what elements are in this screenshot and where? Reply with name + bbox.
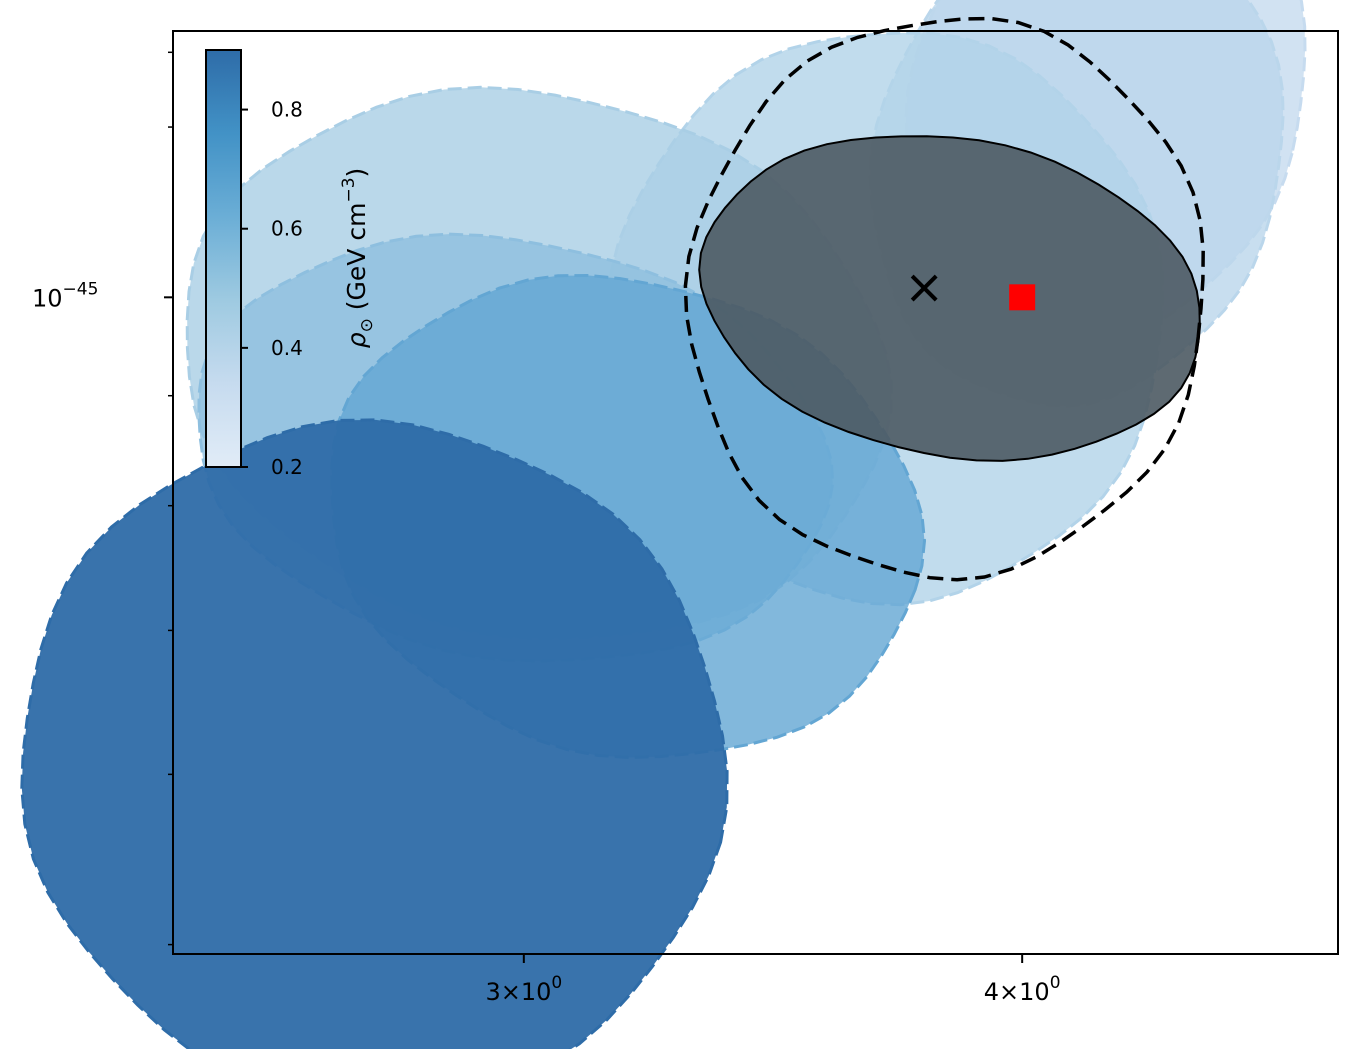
markers-layer [910,274,1036,311]
y-tick-label: 10−45 [32,279,98,312]
colorbar-tick-label: 0.2 [271,455,303,479]
colorbar-label: ρ⊙ (GeV cm−3) [339,168,377,349]
contours-layer [20,0,1307,1049]
x-tick-label: 3×100 [485,973,562,1006]
true-value-square-marker [1009,284,1036,311]
reference-contour [698,135,1201,462]
colorbar: 0.2 0.4 0.6 0.8 ρ⊙ (GeV cm−3) [205,49,377,479]
colorbar-tick-label: 0.8 [271,98,303,122]
best-fit-x-marker [910,274,938,302]
plot-frame [172,30,1339,955]
axes-layer: 3×100 4×100 10−45 [32,30,1339,1006]
contour-rho-0-9 [20,418,729,1049]
colorbar-tick-label: 0.4 [271,336,303,360]
colorbar-tick-label: 0.6 [271,217,303,241]
colorbar-gradient [205,49,242,468]
x-tick-label: 4×100 [984,973,1061,1006]
dashed-contour [683,16,1205,582]
